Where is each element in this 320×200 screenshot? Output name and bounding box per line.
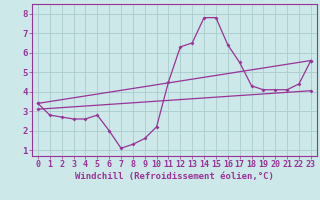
- X-axis label: Windchill (Refroidissement éolien,°C): Windchill (Refroidissement éolien,°C): [75, 172, 274, 181]
